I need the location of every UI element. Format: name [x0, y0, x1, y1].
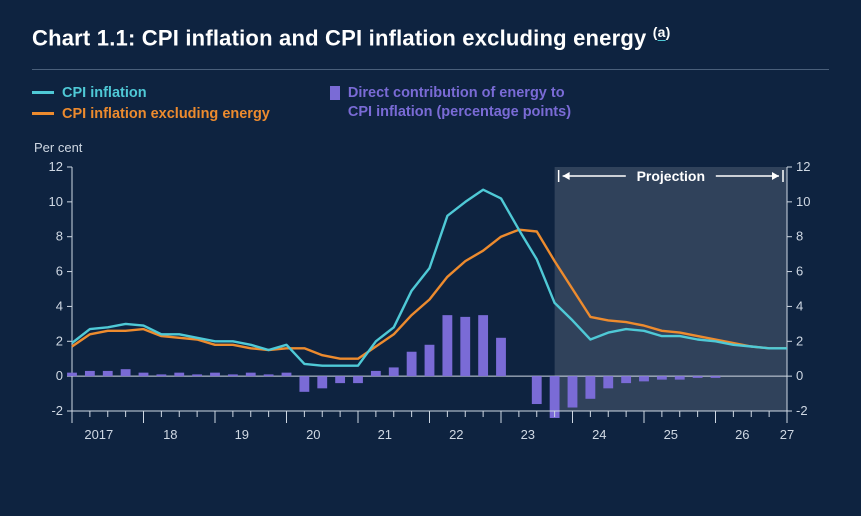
bar-energy [299, 376, 309, 392]
legend-col-right: Direct contribution of energy to CPI inf… [330, 84, 571, 124]
y-tick-label-left: 8 [56, 229, 63, 244]
y-tick-label-right: 12 [796, 159, 810, 174]
projection-band [555, 167, 787, 411]
bar-energy [192, 374, 202, 376]
bar-energy [442, 315, 452, 376]
bar-energy [460, 317, 470, 376]
legend-label-energy-l1: Direct contribution of energy to [348, 85, 565, 101]
y-tick-label-left: 6 [56, 264, 63, 279]
y-tick-label-left: 10 [49, 194, 63, 209]
bar-energy [156, 374, 166, 376]
y-tick-label-left: 12 [49, 159, 63, 174]
bar-energy [478, 315, 488, 376]
bar-energy [389, 367, 399, 376]
bar-energy [335, 376, 345, 383]
legend-item-cpi: CPI inflation [32, 84, 270, 103]
x-tick-label: 18 [163, 427, 177, 442]
x-tick-label: 25 [664, 427, 678, 442]
footnote-marker: (a) [653, 24, 671, 40]
x-tick-label: 23 [521, 427, 535, 442]
legend-label-energy-contrib: Direct contribution of energy to CPI inf… [348, 84, 571, 122]
bar-energy [657, 376, 667, 379]
bar-energy [85, 371, 95, 376]
bar-energy [407, 352, 417, 376]
bar-energy [371, 371, 381, 376]
legend-item-cpi-ex-energy: CPI inflation excluding energy [32, 105, 270, 124]
bar-energy [139, 373, 149, 376]
bar-energy [67, 373, 77, 376]
y-tick-label-right: 0 [796, 368, 803, 383]
bar-energy [103, 371, 113, 376]
bar-energy [317, 376, 327, 388]
x-tick-label: 26 [735, 427, 749, 442]
chart-svg: -2-2002244668810101212201718192021222324… [32, 157, 827, 457]
y-tick-label-right: 2 [796, 333, 803, 348]
x-tick-label: 2017 [84, 427, 113, 442]
y-tick-label-right: 4 [796, 298, 803, 313]
y-tick-label-left: 2 [56, 333, 63, 348]
bar-energy [353, 376, 363, 383]
legend-label-energy-l2: CPI inflation (percentage points) [348, 104, 571, 120]
bar-energy [246, 373, 256, 376]
legend-swatch-cpi-ex-energy [32, 112, 54, 115]
legend-label-cpi: CPI inflation [62, 84, 147, 103]
bar-energy [675, 376, 685, 379]
title-rule [32, 69, 829, 70]
legend-col-left: CPI inflation CPI inflation excluding en… [32, 84, 270, 124]
x-tick-label: 22 [449, 427, 463, 442]
y-tick-label-right: -2 [796, 403, 808, 418]
y-tick-label-left: -2 [51, 403, 63, 418]
bar-energy [228, 374, 238, 376]
legend-swatch-energy-contrib [330, 86, 340, 100]
y-tick-label-left: 4 [56, 298, 63, 313]
bar-energy [603, 376, 613, 388]
bar-energy [496, 338, 506, 376]
x-tick-label: 20 [306, 427, 320, 442]
chart-title-text: Chart 1.1: CPI inflation and CPI inflati… [32, 25, 653, 50]
legend-item-energy-contrib: Direct contribution of energy to CPI inf… [330, 84, 571, 122]
bar-energy [568, 376, 578, 407]
bar-energy [532, 376, 542, 404]
bar-energy [621, 376, 631, 383]
y-axis-title: Per cent [34, 140, 829, 155]
bar-energy [264, 374, 274, 376]
bar-energy [639, 376, 649, 381]
bar-energy [693, 376, 703, 378]
legend-swatch-cpi [32, 91, 54, 94]
y-tick-label-right: 6 [796, 264, 803, 279]
y-tick-label-right: 10 [796, 194, 810, 209]
x-tick-label: 19 [235, 427, 249, 442]
legend: CPI inflation CPI inflation excluding en… [32, 84, 829, 124]
x-tick-label: 24 [592, 427, 606, 442]
bar-energy [425, 345, 435, 376]
bar-energy [174, 373, 184, 376]
y-tick-label-right: 8 [796, 229, 803, 244]
legend-label-cpi-ex-energy: CPI inflation excluding energy [62, 105, 270, 124]
chart-title: Chart 1.1: CPI inflation and CPI inflati… [32, 24, 829, 51]
bar-energy [121, 369, 131, 376]
projection-label: Projection [637, 168, 705, 184]
bar-energy [210, 373, 220, 376]
chart-area: -2-2002244668810101212201718192021222324… [32, 157, 829, 457]
bar-energy [282, 373, 292, 376]
y-tick-label-left: 0 [56, 368, 63, 383]
x-tick-label: 27 [780, 427, 794, 442]
x-tick-label: 21 [378, 427, 392, 442]
bar-energy [711, 376, 721, 378]
bar-energy [585, 376, 595, 399]
